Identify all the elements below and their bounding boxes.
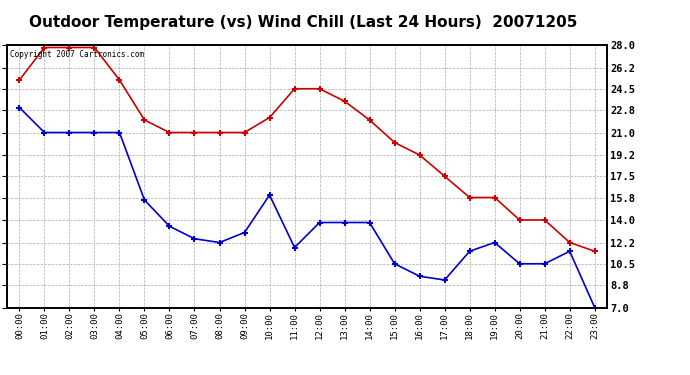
Text: Outdoor Temperature (vs) Wind Chill (Last 24 Hours)  20071205: Outdoor Temperature (vs) Wind Chill (Las… <box>30 15 578 30</box>
Text: Copyright 2007 Cartronics.com: Copyright 2007 Cartronics.com <box>10 50 144 59</box>
